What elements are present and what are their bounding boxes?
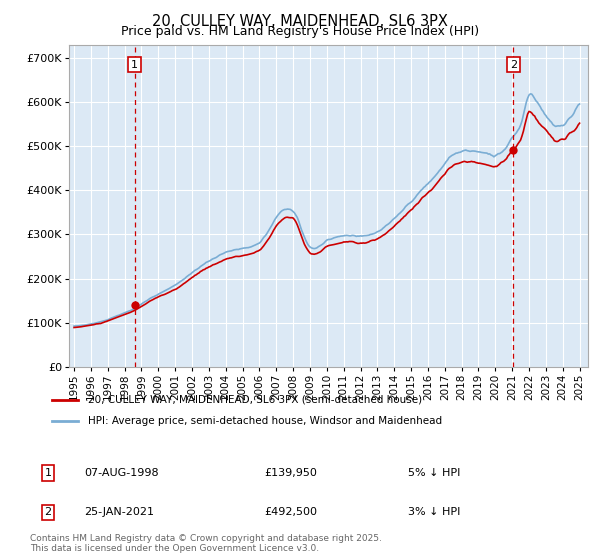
Text: 20, CULLEY WAY, MAIDENHEAD, SL6 3PX (semi-detached house): 20, CULLEY WAY, MAIDENHEAD, SL6 3PX (sem… xyxy=(88,395,422,405)
Text: 07-AUG-1998: 07-AUG-1998 xyxy=(84,468,158,478)
Text: Price paid vs. HM Land Registry's House Price Index (HPI): Price paid vs. HM Land Registry's House … xyxy=(121,25,479,38)
Text: HPI: Average price, semi-detached house, Windsor and Maidenhead: HPI: Average price, semi-detached house,… xyxy=(88,416,443,426)
Text: 5% ↓ HPI: 5% ↓ HPI xyxy=(408,468,460,478)
Text: 3% ↓ HPI: 3% ↓ HPI xyxy=(408,507,460,517)
Text: 1: 1 xyxy=(44,468,52,478)
Text: 1: 1 xyxy=(131,60,138,69)
Text: 20, CULLEY WAY, MAIDENHEAD, SL6 3PX: 20, CULLEY WAY, MAIDENHEAD, SL6 3PX xyxy=(152,14,448,29)
Text: £492,500: £492,500 xyxy=(264,507,317,517)
Text: Contains HM Land Registry data © Crown copyright and database right 2025.
This d: Contains HM Land Registry data © Crown c… xyxy=(30,534,382,553)
Text: £139,950: £139,950 xyxy=(264,468,317,478)
Text: 2: 2 xyxy=(44,507,52,517)
Text: 2: 2 xyxy=(510,60,517,69)
Text: 25-JAN-2021: 25-JAN-2021 xyxy=(84,507,154,517)
